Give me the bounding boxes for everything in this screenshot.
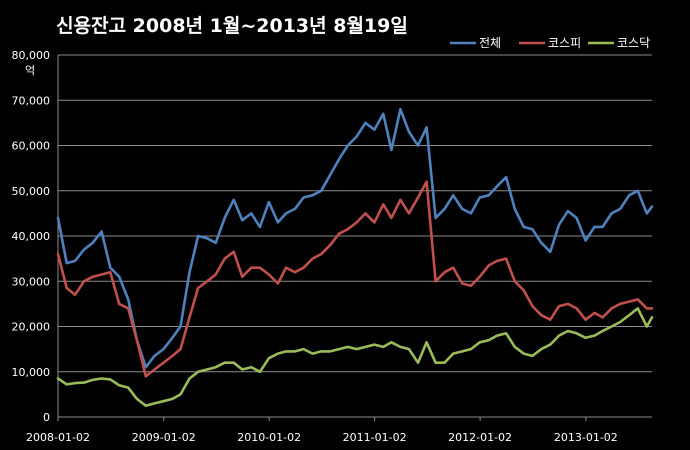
series-line-코스피	[56, 180, 654, 378]
series-line-전체	[56, 108, 654, 369]
legend-label: 코스피	[548, 36, 581, 50]
legend: 전체 코스피 코스닥	[450, 36, 650, 50]
y-tick-label: 20,000	[12, 321, 51, 334]
x-tick-label: 2009-01-02	[132, 431, 196, 444]
y-tick-label: 0	[43, 411, 50, 424]
x-tick-label: 2013-01-02	[554, 431, 618, 444]
x-tick-label: 2012-01-02	[448, 431, 512, 444]
y-tick-label: 60,000	[12, 140, 51, 153]
y-axis-ticks: 0 10,000 20,000 30,000 40,000 50,000 60,000 70,…	[12, 49, 51, 424]
x-axis-ticks: 2008-01-02 2009-01-02 2010-01-02 2011-01-02…	[26, 417, 618, 444]
y-axis-unit-label: 억	[25, 64, 35, 77]
y-tick-label: 30,000	[12, 275, 51, 288]
y-tick-label: 40,000	[12, 230, 51, 243]
legend-label: 코스닥	[617, 36, 650, 50]
y-tick-label: 50,000	[12, 185, 51, 198]
series-lines	[56, 108, 654, 408]
x-tick-label: 2008-01-02	[26, 431, 90, 444]
y-tick-label: 70,000	[12, 94, 51, 107]
series-line-코스닥	[56, 307, 654, 408]
x-tick-label: 2011-01-02	[343, 431, 407, 444]
y-tick-label: 80,000	[12, 49, 51, 62]
gridlines	[57, 54, 652, 418]
legend-label: 전체	[479, 36, 501, 50]
x-tick-label: 2010-01-02	[237, 431, 301, 444]
chart-title: 신용잔고 2008년 1월~2013년 8월19일	[56, 15, 408, 37]
y-tick-label: 10,000	[12, 366, 51, 379]
